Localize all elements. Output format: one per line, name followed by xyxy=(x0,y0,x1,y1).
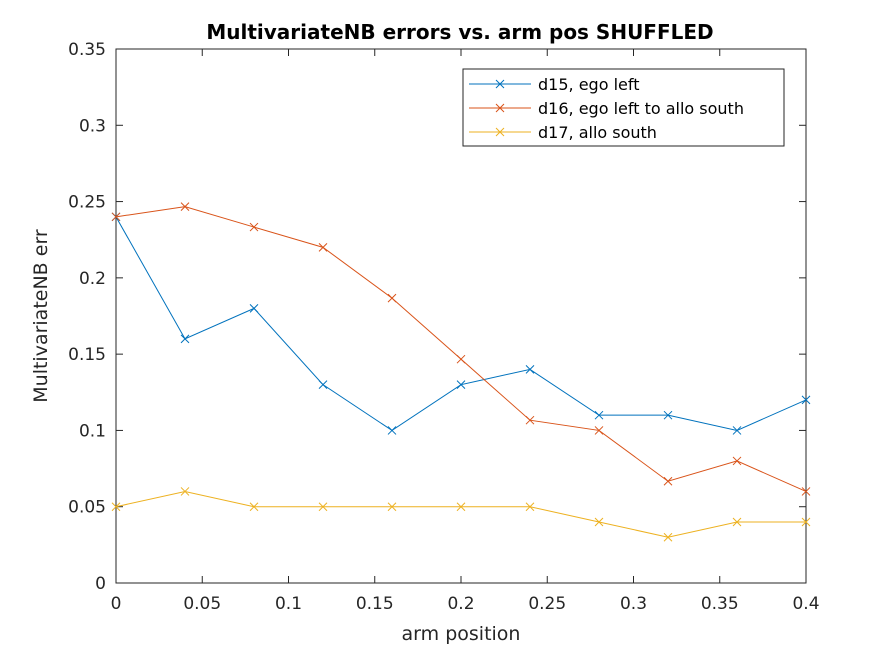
data-point-marker xyxy=(801,395,811,405)
series-0 xyxy=(111,212,811,435)
x-tick-label: 0.2 xyxy=(447,594,474,614)
y-tick-label: 0.1 xyxy=(79,421,106,441)
legend-item: d15, ego left xyxy=(469,75,639,94)
data-point-marker xyxy=(801,487,811,496)
data-point-marker xyxy=(180,334,190,344)
data-point-marker xyxy=(249,222,259,232)
legend-label: d17, allo south xyxy=(538,123,657,142)
data-point-marker xyxy=(663,532,673,542)
data-point-marker xyxy=(594,426,604,435)
series-2 xyxy=(111,487,811,542)
x-tick-label: 0.15 xyxy=(356,594,394,614)
x-tick-label: 0.3 xyxy=(620,594,647,614)
x-tick-label: 0 xyxy=(111,594,122,614)
x-tick-label: 0.1 xyxy=(275,594,302,614)
data-point-marker xyxy=(525,365,535,374)
legend-label: d15, ego left xyxy=(538,75,639,94)
data-point-marker xyxy=(387,426,397,435)
data-point-marker xyxy=(525,502,535,512)
data-point-marker xyxy=(180,487,190,496)
data-point-marker xyxy=(525,415,535,425)
x-tick-label: 0.4 xyxy=(792,594,819,614)
series-layer xyxy=(111,202,811,542)
legend-item: d16, ego left to allo south xyxy=(469,99,744,118)
legend-item: d17, allo south xyxy=(469,123,657,142)
axis-ticks: 0 0.05 0.1 0.15 0.2 0.25 0.3 0.35 0.4 0 0.05 0.1 0.1… xyxy=(68,40,819,614)
data-point-marker xyxy=(732,456,742,466)
x-tick-label: 0.25 xyxy=(528,594,566,614)
series-1 xyxy=(111,202,811,496)
y-tick-label: 0.3 xyxy=(79,116,106,136)
y-tick-label: 0.25 xyxy=(68,193,106,213)
data-point-marker xyxy=(387,293,397,303)
data-point-marker xyxy=(801,517,811,527)
data-point-marker xyxy=(249,502,259,512)
x-axis-label: arm position xyxy=(402,623,521,645)
data-point-marker xyxy=(318,502,328,512)
legend-label: d16, ego left to allo south xyxy=(538,99,744,118)
data-point-marker xyxy=(456,354,466,364)
data-point-marker xyxy=(318,242,328,252)
x-tick-label: 0.05 xyxy=(183,594,221,614)
legend-marker xyxy=(495,127,505,137)
data-point-marker xyxy=(111,212,121,222)
data-point-marker xyxy=(456,380,466,390)
y-tick-label: 0 xyxy=(95,574,106,594)
data-point-marker xyxy=(318,380,328,390)
data-point-marker xyxy=(180,202,190,211)
legend-marker xyxy=(495,103,505,113)
y-tick-label: 0.15 xyxy=(68,345,106,365)
x-tick-label: 0.35 xyxy=(701,594,739,614)
chart-title: MultivariateNB errors vs. arm pos SHUFFL… xyxy=(206,20,713,44)
data-point-marker xyxy=(249,304,259,313)
y-axis-label: MultivariateNB err xyxy=(30,229,52,403)
data-point-marker xyxy=(387,502,397,512)
data-point-marker xyxy=(111,502,121,512)
data-point-marker xyxy=(732,517,742,527)
data-point-marker xyxy=(594,517,604,527)
data-point-marker xyxy=(456,502,466,512)
y-tick-label: 0.35 xyxy=(68,40,106,60)
legend-marker xyxy=(495,79,505,89)
data-point-marker xyxy=(663,476,673,486)
legend: d15, ego left d16, ego left to allo south… xyxy=(462,68,785,147)
y-tick-label: 0.2 xyxy=(79,269,106,289)
data-point-marker xyxy=(594,410,604,420)
data-point-marker xyxy=(663,410,673,420)
data-point-marker xyxy=(732,426,742,435)
y-tick-label: 0.05 xyxy=(68,498,106,518)
